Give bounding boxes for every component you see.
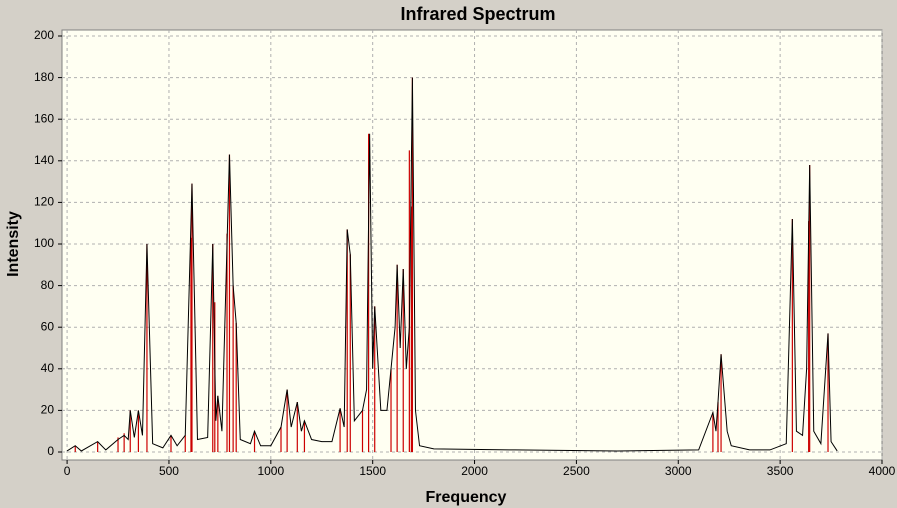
y-axis-label: Intensity [5, 211, 22, 277]
y-tick-label: 140 [34, 153, 54, 167]
y-tick-label: 80 [41, 278, 55, 292]
x-tick-label: 3500 [767, 464, 794, 478]
x-tick-label: 1500 [359, 464, 386, 478]
x-tick-label: 500 [159, 464, 179, 478]
x-axis-label: Frequency [426, 489, 507, 506]
y-tick-label: 160 [34, 111, 54, 125]
x-tick-label: 3000 [665, 464, 692, 478]
x-tick-label: 0 [64, 464, 71, 478]
x-tick-label: 4000 [869, 464, 896, 478]
x-tick-label: 2500 [563, 464, 590, 478]
y-tick-label: 20 [41, 403, 55, 417]
y-tick-label: 60 [41, 319, 55, 333]
y-tick-label: 120 [34, 195, 54, 209]
y-tick-label: 0 [47, 444, 54, 458]
y-tick-label: 200 [34, 28, 54, 42]
y-tick-label: 100 [34, 236, 54, 250]
spectrum-line [66, 77, 838, 452]
x-tick-label: 1000 [257, 464, 284, 478]
y-tick-label: 40 [41, 361, 55, 375]
y-tick-label: 180 [34, 70, 54, 84]
plot-area [61, 29, 883, 461]
x-tick-label: 2000 [461, 464, 488, 478]
chart-title: Infrared Spectrum [400, 4, 555, 24]
